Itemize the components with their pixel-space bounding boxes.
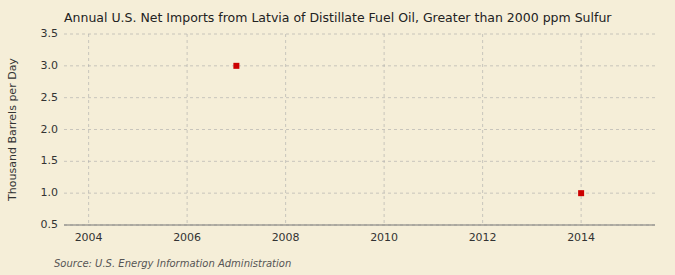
y-grid-line	[64, 34, 655, 35]
x-grid-line	[482, 34, 483, 225]
y-grid-line	[64, 161, 655, 162]
points	[233, 63, 584, 196]
y-grid-line	[64, 97, 655, 98]
background	[0, 0, 675, 275]
y-tick-label: 0.5	[41, 218, 59, 231]
y-tick-label: 2.5	[41, 91, 59, 104]
x-grid-line	[187, 34, 188, 225]
x-grid-line	[88, 34, 89, 225]
x-grid-line	[581, 34, 582, 225]
x-grid-line	[384, 34, 385, 225]
title: Annual U.S. Net Imports from Latvia of D…	[64, 10, 612, 25]
y-grid-line	[64, 225, 655, 226]
x-axis-line	[64, 225, 655, 226]
y-grid-line	[64, 193, 655, 194]
grid	[64, 34, 655, 225]
x-tick-label: 2010	[370, 231, 398, 244]
x-tick-label: 2012	[469, 231, 497, 244]
chart: 0.5 1.0 1.5 2.0 2.5 3.0 3.5 2004 2006 2008 2010 201…	[0, 0, 675, 275]
source: Source: U.S. Energy Information Administ…	[54, 258, 291, 269]
y-tick-label: 2.0	[41, 123, 59, 136]
y-grid-line	[64, 129, 655, 130]
x-grid-line	[285, 34, 286, 225]
x-tick-label: 2014	[567, 231, 595, 244]
y-grid-line	[64, 65, 655, 66]
y-axis-label: Thousand Barrels per Day	[6, 58, 19, 202]
y-tick-label: 1.5	[41, 154, 59, 167]
x-tick-label: 2004	[75, 231, 103, 244]
x-tick-label: 2008	[272, 231, 300, 244]
point	[578, 190, 584, 196]
axes: 0.5 1.0 1.5 2.0 2.5 3.0 3.5 2004 2006 2008 2010 201…	[41, 27, 656, 244]
point	[233, 63, 239, 69]
y-tick-label: 3.0	[41, 59, 59, 72]
y-tick-label: 1.0	[41, 186, 59, 199]
x-tick-label: 2006	[173, 231, 201, 244]
y-tick-label: 3.5	[41, 27, 59, 40]
